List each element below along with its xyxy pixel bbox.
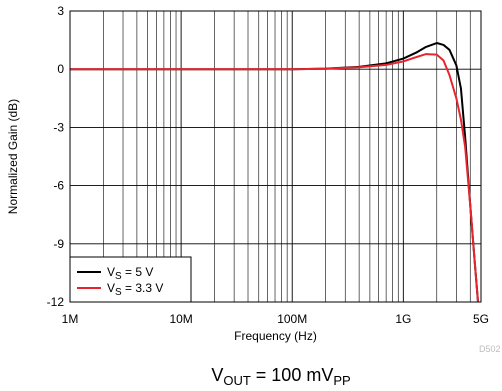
series-line-vs-3v3 bbox=[70, 53, 480, 303]
x-tick-label: 10M bbox=[169, 312, 192, 326]
y-tick-label: 0 bbox=[57, 62, 64, 76]
legend-label-vs-5v: VS = 5 V bbox=[107, 265, 153, 282]
y-tick-label: -12 bbox=[47, 295, 65, 309]
x-axis-title: Frequency (Hz) bbox=[234, 329, 317, 343]
x-tick-label: 1G bbox=[395, 312, 411, 326]
y-tick-label: 3 bbox=[57, 4, 64, 18]
x-tick-label: 1M bbox=[62, 312, 79, 326]
x-tick-label: 100M bbox=[277, 312, 307, 326]
y-axis-title: Normalized Gain (dB) bbox=[6, 99, 20, 214]
y-tick-label: -9 bbox=[53, 237, 64, 251]
legend: VS = 5 V VS = 3.3 V bbox=[69, 256, 192, 303]
plot-frame bbox=[69, 10, 482, 303]
tick-labels: 1M 10M 100M 1G 5G 3 0 -3 -6 -9 -12 bbox=[47, 4, 489, 326]
figure-code-label: D502 bbox=[479, 344, 501, 354]
y-tick-label: -3 bbox=[53, 120, 64, 134]
legend-box bbox=[69, 256, 192, 303]
condition-caption: VOUT = 100 mVPP bbox=[211, 365, 350, 388]
legend-label-vs-3v3: VS = 3.3 V bbox=[107, 281, 163, 298]
x-tick-label: 5G bbox=[473, 312, 489, 326]
data-series bbox=[70, 42, 480, 303]
y-tick-label: -6 bbox=[53, 179, 64, 193]
